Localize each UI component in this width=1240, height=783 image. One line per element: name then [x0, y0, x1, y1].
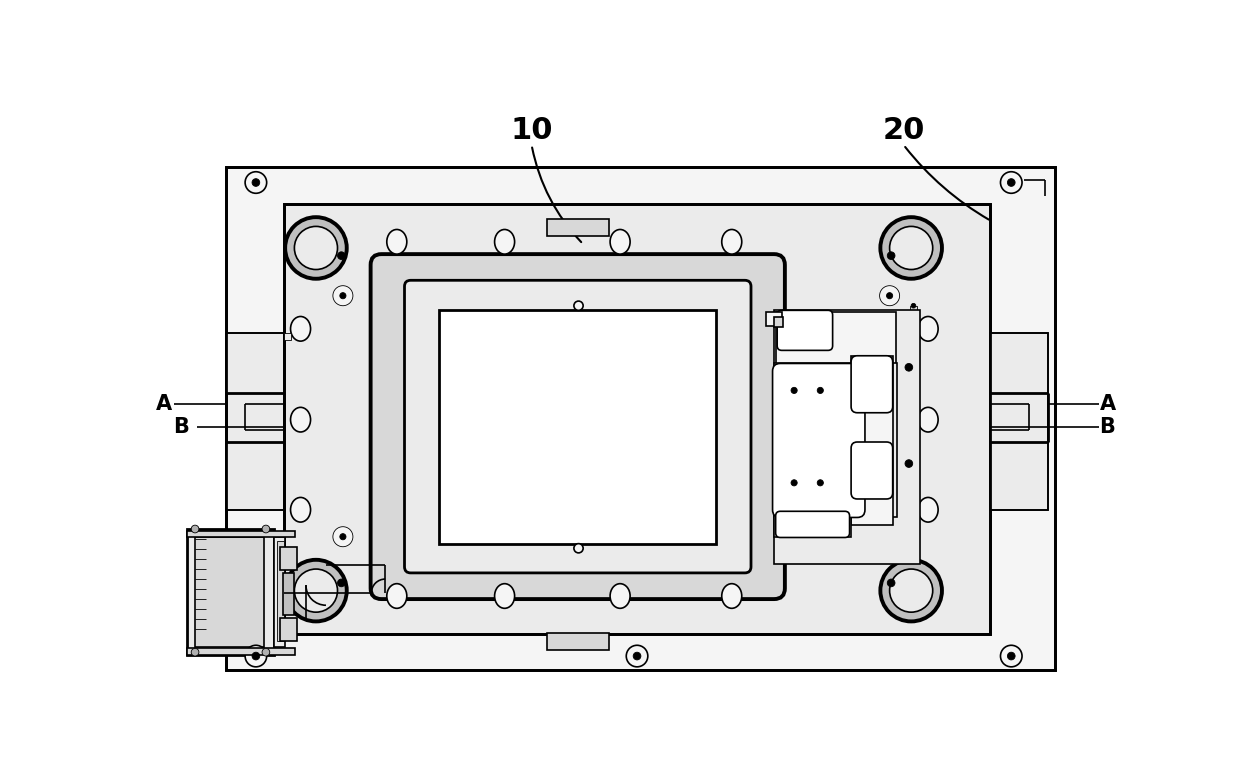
Circle shape [337, 252, 345, 259]
Circle shape [817, 480, 823, 486]
Ellipse shape [918, 497, 939, 522]
Bar [774, 514, 851, 536]
Bar [226, 333, 284, 510]
Circle shape [252, 652, 259, 660]
Circle shape [285, 560, 347, 622]
FancyBboxPatch shape [371, 254, 785, 599]
Circle shape [791, 480, 797, 486]
Bar [280, 547, 296, 570]
Bar [226, 167, 1055, 670]
Bar [774, 309, 920, 564]
Circle shape [879, 527, 899, 547]
Circle shape [889, 226, 932, 269]
Bar [187, 648, 295, 655]
Bar [776, 312, 895, 412]
Ellipse shape [387, 229, 407, 254]
Circle shape [252, 179, 259, 186]
Circle shape [905, 363, 913, 371]
Ellipse shape [918, 407, 939, 432]
Circle shape [332, 286, 353, 305]
Bar [439, 309, 717, 543]
Circle shape [340, 534, 346, 539]
Bar [187, 529, 274, 655]
Bar [187, 532, 295, 537]
Bar [226, 167, 1055, 670]
Bar [991, 333, 1048, 510]
Circle shape [337, 579, 345, 586]
Text: A: A [1100, 395, 1116, 414]
Circle shape [887, 534, 893, 539]
Ellipse shape [387, 583, 407, 608]
Bar [195, 536, 264, 647]
Text: B: B [1100, 417, 1116, 437]
Circle shape [574, 301, 583, 310]
Circle shape [332, 527, 353, 547]
Bar [284, 333, 291, 341]
Bar [851, 355, 894, 525]
Circle shape [879, 286, 899, 305]
Circle shape [626, 645, 647, 667]
Ellipse shape [918, 316, 939, 341]
FancyBboxPatch shape [777, 310, 832, 350]
Circle shape [1007, 652, 1016, 660]
Bar [274, 536, 285, 647]
Ellipse shape [290, 497, 310, 522]
Bar [280, 618, 296, 640]
Text: 10: 10 [511, 117, 553, 146]
Circle shape [262, 525, 270, 533]
Circle shape [888, 579, 895, 586]
Ellipse shape [495, 583, 515, 608]
Ellipse shape [290, 316, 310, 341]
Bar [278, 540, 284, 640]
Text: A: A [156, 395, 172, 414]
Circle shape [191, 525, 198, 533]
Circle shape [888, 252, 895, 259]
Bar [547, 633, 609, 650]
Bar [766, 312, 781, 326]
Circle shape [1001, 171, 1022, 193]
Circle shape [905, 460, 913, 467]
Circle shape [634, 652, 641, 660]
Bar [910, 305, 916, 313]
Circle shape [574, 543, 583, 553]
FancyBboxPatch shape [851, 355, 893, 413]
Circle shape [1007, 179, 1016, 186]
Text: B: B [174, 417, 190, 437]
Bar [283, 573, 294, 615]
Circle shape [889, 569, 932, 612]
Bar [991, 333, 1048, 510]
Circle shape [887, 293, 893, 299]
Circle shape [285, 217, 347, 279]
Ellipse shape [722, 229, 742, 254]
Circle shape [791, 388, 797, 394]
Circle shape [262, 648, 270, 656]
Circle shape [880, 560, 942, 622]
Ellipse shape [610, 229, 630, 254]
Circle shape [817, 388, 823, 394]
Circle shape [911, 303, 916, 308]
Circle shape [1001, 645, 1022, 667]
Circle shape [191, 648, 198, 656]
FancyBboxPatch shape [851, 442, 893, 499]
FancyBboxPatch shape [404, 280, 751, 573]
Ellipse shape [610, 583, 630, 608]
Circle shape [340, 293, 346, 299]
FancyBboxPatch shape [776, 511, 849, 537]
Bar [774, 363, 898, 518]
Ellipse shape [290, 407, 310, 432]
Circle shape [246, 171, 267, 193]
Ellipse shape [722, 583, 742, 608]
Bar [547, 219, 609, 236]
FancyBboxPatch shape [773, 363, 866, 518]
Circle shape [880, 217, 942, 279]
Bar [226, 333, 284, 510]
Bar [774, 317, 784, 327]
Circle shape [246, 645, 267, 667]
Text: 20: 20 [883, 117, 925, 146]
Ellipse shape [495, 229, 515, 254]
Bar [284, 204, 991, 633]
Bar [284, 204, 991, 633]
Circle shape [294, 569, 337, 612]
Circle shape [294, 226, 337, 269]
